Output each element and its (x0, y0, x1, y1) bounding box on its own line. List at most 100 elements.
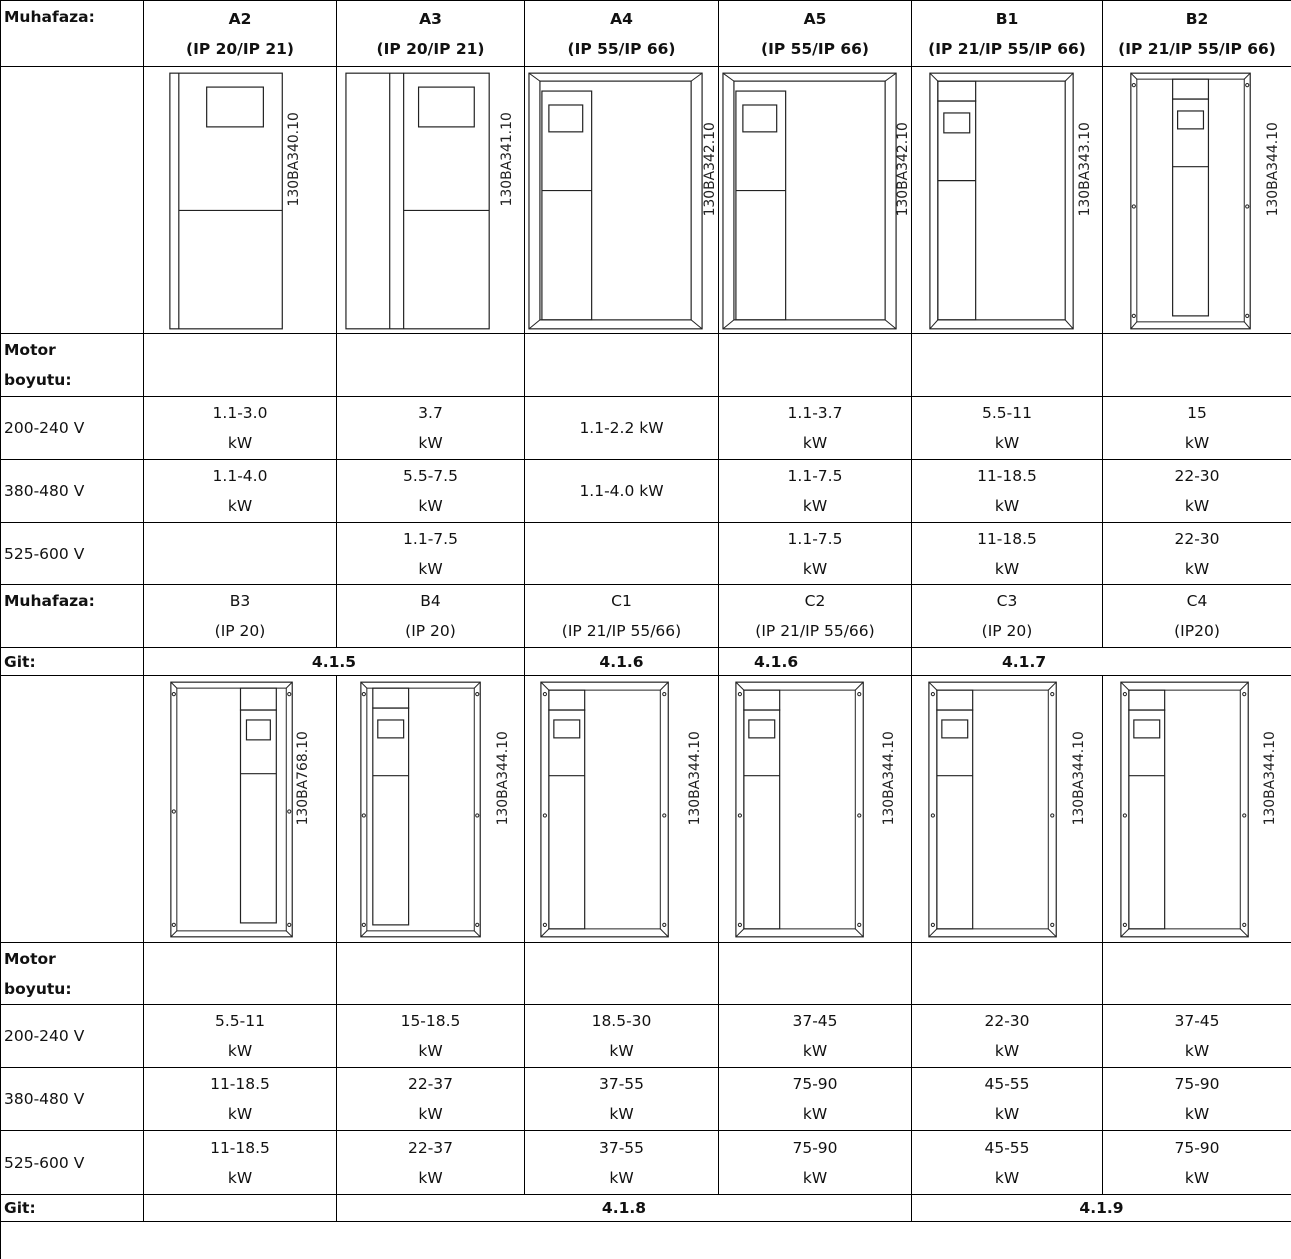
power-unit: kW (609, 1042, 634, 1060)
power-range: 15 (1187, 404, 1207, 422)
power-range: 18.5-30 (591, 1012, 652, 1030)
power-range: 1.1-4.0 (212, 467, 268, 485)
blank-cell (337, 943, 525, 1005)
git-ref[interactable]: 4.1.6 (525, 648, 719, 676)
power-cell: 37-45 kW (719, 1005, 912, 1068)
power-unit: kW (418, 497, 443, 515)
power-cell: 37-45 kW (1103, 1005, 1291, 1068)
power-cell: 18.5-30 kW (525, 1005, 719, 1068)
enclosure-header-b1: B1 (IP 21/IP 55/IP 66) (912, 1, 1103, 67)
power-cell: 1.1-4.0 kW (144, 460, 337, 523)
power-range: 11-18.5 (977, 467, 1037, 485)
power-range: 5.5-11 (982, 404, 1032, 422)
drawing-code: 130BA344.10 (495, 731, 511, 825)
git-ref[interactable]: 4.1.7 (912, 648, 1291, 676)
power-unit: kW (802, 1168, 828, 1187)
enclosure-a3-drawing: 130BA341.10 (345, 72, 515, 330)
enclosure-header-a3: A3 (IP 20/IP 21) (337, 1, 525, 67)
power-unit: kW (802, 559, 828, 578)
voltage-text: 525-600 V (4, 1153, 85, 1172)
power-unit: kW (609, 1105, 634, 1123)
enclosure-header-c4: C4 (IP20) (1103, 585, 1291, 648)
blank-cell (912, 943, 1103, 1005)
enclosure-b1-drawing: 130BA343.10 (929, 72, 1093, 330)
enclosure-b4-drawing: 130BA344.10 (360, 681, 511, 938)
drawing-code: 130BA340.10 (286, 112, 302, 206)
power-range: 22-37 (407, 1075, 454, 1093)
power-cell: 5.5-7.5 kW (337, 460, 525, 523)
voltage-text: 200-240 V (4, 419, 85, 437)
power-cell: 5.5-11 kW (912, 397, 1103, 460)
enclosure-a2-drawing: 130BA340.10 (169, 72, 302, 330)
enclosure-ip: (IP 20) (981, 622, 1033, 640)
drawing-c2: 130BA344.10 (719, 676, 912, 943)
git-ref[interactable]: 4.1.6 (719, 648, 912, 676)
voltage-text: 525-600 V (4, 544, 85, 563)
power-unit: kW (227, 1042, 253, 1060)
enclosure-name: B4 (420, 592, 441, 610)
blank-cell (525, 334, 719, 397)
power-cell: 1.1-3.7 kW (719, 397, 912, 460)
power-range: 1.1-2.2 kW (579, 419, 664, 437)
power-cell: 45-55 kW (912, 1131, 1103, 1195)
enclosure-ip: (IP 21/IP 55/IP 66) (1118, 39, 1276, 58)
enclosure-ip: (IP 20) (214, 622, 266, 640)
power-unit: kW (227, 434, 253, 452)
drawing-code: 130BA343.10 (1077, 122, 1093, 216)
motor-label-line2: boyutu: (4, 371, 72, 389)
blank-cell (525, 943, 719, 1005)
power-cell: 1.1-3.0 kW (144, 397, 337, 460)
power-range: 75-90 (1174, 1075, 1220, 1093)
enclosure-ip: (IP 20/IP 21) (185, 39, 294, 58)
enclosure-header-a2: A2 (IP 20/IP 21) (144, 1, 337, 67)
blank-cell (1103, 943, 1291, 1005)
enclosure-header-c3: C3 (IP 20) (912, 585, 1103, 648)
enclosure-ip: (IP20) (1174, 622, 1220, 640)
drawing-a5: 130BA342.10 (719, 67, 912, 334)
git-ref[interactable]: 4.1.8 (337, 1195, 912, 1222)
enclosure-ip: (IP 21/IP 55/IP 66) (928, 39, 1086, 58)
enclosure-name: B3 (229, 592, 251, 610)
voltage-label: 525-600 V (1, 1131, 144, 1195)
power-unit: kW (418, 1105, 443, 1123)
blank-cell (1, 676, 144, 943)
enclosure-ip: (IP 55/IP 66) (760, 39, 869, 58)
enclosure-header-b4: B4 (IP 20) (337, 585, 525, 648)
git-ref[interactable]: 4.1.9 (912, 1195, 1291, 1222)
power-cell: 1.1-2.2 kW (525, 397, 719, 460)
enclosure-name: C3 (996, 592, 1018, 610)
git-ref[interactable]: 4.1.5 (144, 648, 525, 676)
voltage-label: 200-240 V (1, 1005, 144, 1068)
enclosure-header-a5: A5 (IP 55/IP 66) (719, 1, 912, 67)
power-range: 1.1-3.7 (787, 404, 843, 422)
drawing-c4: 130BA344.10 (1103, 676, 1291, 943)
motor-size-label: Motor boyutu: (1, 943, 144, 1005)
power-range: 1.1-7.5 (787, 467, 843, 485)
blank-cell (719, 334, 912, 397)
voltage-text: 380-480 V (4, 482, 85, 500)
power-cell: 11-18.5 kW (144, 1131, 337, 1195)
voltage-text: 200-240 V (4, 1027, 85, 1045)
power-range: 1.1-3.0 (212, 404, 268, 422)
motor-label-line2: boyutu: (4, 979, 72, 998)
enclosure-name: B1 (995, 9, 1019, 28)
power-range: 75-90 (1174, 1138, 1220, 1157)
drawing-c3: 130BA344.10 (912, 676, 1103, 943)
voltage-label: 525-600 V (1, 523, 144, 585)
power-range: 37-55 (598, 1075, 645, 1093)
power-unit: kW (994, 497, 1020, 515)
power-unit: kW (227, 1105, 253, 1123)
power-cell: 15-18.5 kW (337, 1005, 525, 1068)
blank-cell (337, 334, 525, 397)
enclosure-header-b3: B3 (IP 20) (144, 585, 337, 648)
motor-size-label: Motor boyutu: (1, 334, 144, 397)
drawing-code: 130BA344.10 (1265, 122, 1281, 216)
git-label: Git: (1, 1195, 144, 1222)
blank-cell (1103, 334, 1291, 397)
git-label-text: Git: (4, 652, 36, 671)
enclosure-label-text: Muhafaza: (4, 8, 95, 26)
enclosure-ip: (IP 21/IP 55/66) (755, 622, 875, 640)
power-unit: kW (802, 497, 828, 515)
enclosure-b2-drawing: 130BA344.10 (1130, 72, 1281, 330)
